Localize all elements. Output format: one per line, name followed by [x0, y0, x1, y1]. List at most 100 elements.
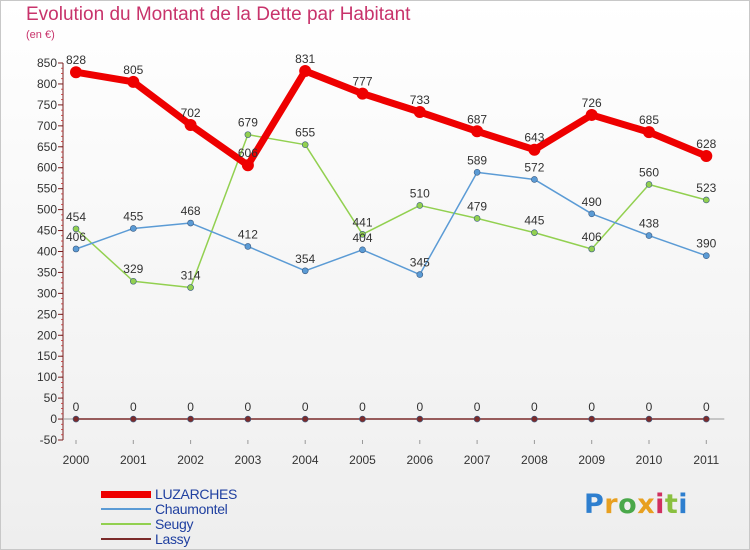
y-tick-label: 100 [37, 370, 57, 384]
labels-lassy: 0 0 0 0 0 0 0 0 0 0 0 0 [73, 400, 710, 414]
y-tick-label: 450 [37, 224, 57, 238]
data-label: 490 [582, 195, 602, 209]
y-tick-label: 150 [37, 349, 57, 363]
data-label: 441 [352, 215, 372, 229]
y-tick-label: -50 [40, 433, 58, 447]
data-point [473, 415, 481, 423]
x-tick-label: 2004 [292, 453, 319, 467]
data-label: 0 [646, 400, 653, 414]
y-tick-label: 350 [37, 265, 57, 279]
data-label: 733 [410, 93, 430, 107]
y-tick-label: 550 [37, 182, 57, 196]
y-tick-label: 500 [37, 203, 57, 217]
data-label: 406 [582, 230, 602, 244]
data-point [130, 415, 137, 423]
chart-title: Evolution du Montant de la Dette par Hab… [26, 4, 411, 25]
data-label: 0 [187, 400, 194, 414]
legend-swatch [101, 523, 151, 525]
x-tick-label: 2002 [177, 453, 204, 467]
data-point [187, 415, 194, 423]
data-point [702, 196, 710, 204]
data-label: 412 [238, 227, 258, 241]
data-point [585, 108, 598, 121]
y-tick-label: 300 [37, 286, 57, 300]
proxiti-logo: Proxiti [584, 489, 688, 520]
data-point [588, 245, 596, 253]
data-point [127, 75, 140, 88]
data-point [301, 415, 309, 423]
x-tick-label: 2009 [578, 453, 605, 467]
data-point [356, 87, 369, 100]
data-label: 655 [295, 126, 315, 140]
data-label: 510 [410, 186, 430, 200]
x-tick-label: 2007 [464, 453, 491, 467]
data-point [416, 202, 424, 209]
data-point [359, 231, 366, 238]
data-label: 390 [696, 237, 716, 251]
series-chaumontel [72, 169, 710, 278]
data-label: 445 [524, 214, 544, 228]
series-seugy [72, 131, 710, 291]
data-point [528, 143, 541, 156]
data-point [359, 246, 366, 254]
labels-seugy: 454 329 314 679 655 441 510 479 445 406 560 523 [66, 116, 717, 283]
legend-swatch [101, 538, 151, 540]
series-lassy [72, 415, 710, 423]
data-label: 0 [703, 400, 710, 414]
data-label: 0 [302, 400, 309, 414]
logo-letter: x [637, 489, 656, 520]
data-point [413, 106, 426, 119]
data-point [301, 141, 309, 148]
y-tick-label: 250 [37, 307, 57, 321]
data-label: 314 [181, 269, 201, 283]
data-point [72, 415, 80, 423]
legend-label: Seugy [155, 516, 194, 532]
legend-label: Chaumontel [155, 501, 228, 517]
data-point [241, 159, 254, 172]
data-point [359, 415, 366, 423]
y-tick-label: 0 [50, 412, 57, 426]
y-tick-label: 50 [44, 391, 58, 405]
logo-letter: t [664, 489, 679, 520]
data-label: 0 [474, 400, 481, 414]
data-point [471, 125, 484, 138]
data-label: 828 [66, 53, 86, 67]
data-point [130, 225, 137, 232]
logo-letter: r [604, 489, 619, 520]
data-point [301, 267, 309, 275]
data-point [184, 118, 197, 131]
data-label: 329 [123, 262, 143, 276]
data-point [531, 229, 538, 236]
y-tick-label: 800 [37, 77, 57, 91]
data-label: 685 [639, 113, 659, 127]
logo-letter: o [618, 489, 638, 520]
data-label: 0 [73, 400, 80, 414]
series-layer: 8288057026068317777336876437266856284064… [66, 52, 717, 423]
data-label: 628 [696, 137, 716, 151]
data-label: 455 [123, 209, 143, 223]
y-tick-label: 700 [37, 119, 57, 133]
y-tick-label: 650 [37, 140, 57, 154]
y-tick-label: 400 [37, 245, 57, 259]
data-label: 726 [582, 96, 602, 110]
data-point [588, 210, 596, 218]
x-tick-label: 2006 [406, 453, 433, 467]
unit-label: (en €) [26, 29, 55, 41]
data-point [702, 252, 710, 259]
x-tick-label: 2010 [636, 453, 663, 467]
data-point [588, 415, 596, 423]
data-label: 468 [181, 204, 201, 218]
data-label: 643 [524, 131, 544, 145]
logo-letter: P [584, 489, 605, 520]
data-label: 354 [295, 252, 315, 266]
data-label: 0 [531, 400, 538, 414]
data-label: 479 [467, 199, 487, 213]
logo-letter: i [655, 489, 665, 520]
data-point [643, 126, 655, 139]
data-point [72, 225, 80, 233]
legend-label: LUZARCHES [155, 486, 238, 502]
data-point [72, 245, 80, 253]
logo-letter: i [678, 489, 689, 520]
